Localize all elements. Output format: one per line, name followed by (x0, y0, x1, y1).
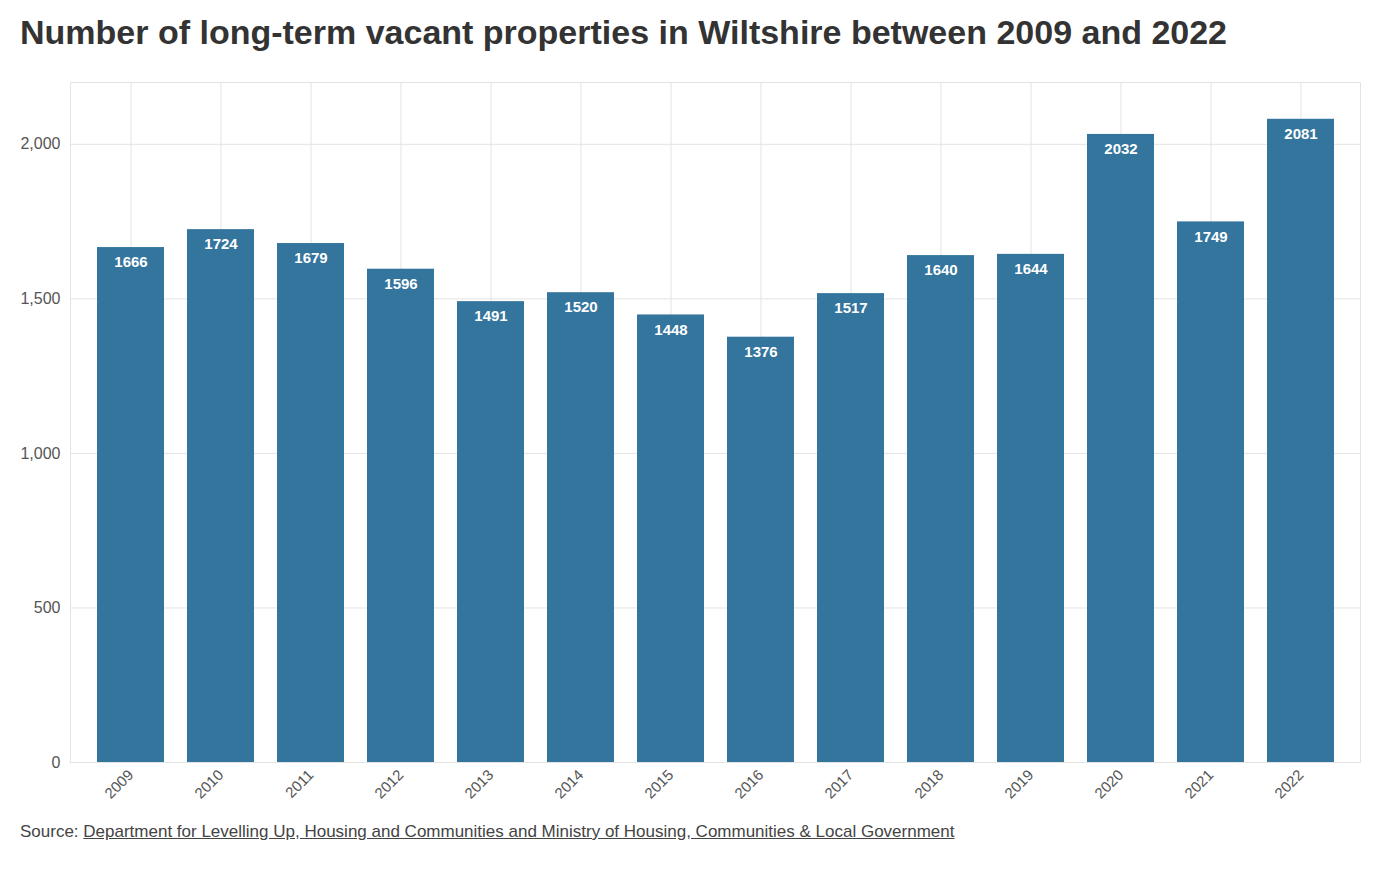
svg-text:1724: 1724 (204, 235, 238, 252)
html-text:Source: Department for Levelli: Source: Department for Levelling Up, Hou… (20, 822, 955, 841)
svg-text:1644: 1644 (1014, 260, 1048, 277)
svg-text:1596: 1596 (384, 275, 417, 292)
svg-text:2019: 2019 (1001, 766, 1037, 802)
svg-text:1,500: 1,500 (20, 290, 60, 307)
svg-text:2014: 2014 (551, 766, 587, 802)
svg-text:2016: 2016 (731, 766, 767, 802)
svg-text:1520: 1520 (564, 298, 597, 315)
svg-text:2032: 2032 (1104, 140, 1137, 157)
svg-text:2022: 2022 (1271, 766, 1307, 802)
svg-text:2015: 2015 (641, 766, 677, 802)
svg-text:2081: 2081 (1284, 125, 1317, 142)
svg-text:1640: 1640 (924, 261, 957, 278)
svg-text:1749: 1749 (1194, 228, 1227, 245)
svg-text:2,000: 2,000 (20, 135, 60, 152)
svg-text:2021: 2021 (1181, 766, 1217, 802)
svg-text:1491: 1491 (474, 307, 507, 324)
svg-text:1517: 1517 (834, 299, 867, 316)
svg-text:2009: 2009 (101, 766, 137, 802)
svg-text:1679: 1679 (294, 249, 327, 266)
svg-text:2020: 2020 (1091, 766, 1127, 802)
svg-text:1448: 1448 (654, 321, 687, 338)
svg-text:2017: 2017 (821, 766, 857, 802)
svg-text:500: 500 (34, 599, 61, 616)
svg-text:2011: 2011 (282, 766, 317, 801)
svg-text:2012: 2012 (371, 766, 407, 802)
svg-text:1666: 1666 (114, 253, 147, 270)
svg-text:2013: 2013 (461, 766, 497, 802)
svg-text:1,000: 1,000 (20, 445, 60, 462)
svg-text:2010: 2010 (191, 766, 227, 802)
svg-text:0: 0 (52, 754, 61, 771)
html-text:Number of long-term vacant pro: Number of long-term vacant properties in… (20, 13, 1227, 51)
svg-text:1376: 1376 (744, 343, 777, 360)
svg-text:2018: 2018 (911, 766, 947, 802)
